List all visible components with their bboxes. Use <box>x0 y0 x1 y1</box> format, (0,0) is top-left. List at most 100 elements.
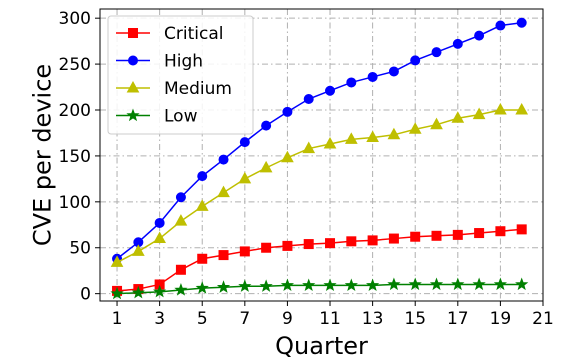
data-point-low <box>451 277 465 291</box>
data-point-high <box>154 217 165 228</box>
x-tick-label: 17 <box>447 309 469 329</box>
data-point-critical <box>474 228 485 239</box>
data-point-high <box>474 30 485 41</box>
data-point-high <box>197 171 208 182</box>
data-point-critical <box>452 229 463 240</box>
data-point-medium <box>131 244 145 256</box>
y-tick-label: 200 <box>59 101 91 121</box>
series-low <box>110 277 529 300</box>
y-tick-label: 100 <box>59 193 91 213</box>
data-point-medium <box>238 171 252 184</box>
data-point-medium <box>323 136 337 149</box>
data-point-medium <box>110 255 124 267</box>
y-tick-label: 300 <box>59 9 91 29</box>
data-point-critical <box>325 238 336 249</box>
data-point-medium <box>515 102 529 115</box>
data-point-medium <box>281 150 294 163</box>
data-point-high <box>325 85 336 96</box>
legend-marker <box>128 28 138 38</box>
x-tick-label: 9 <box>282 309 293 329</box>
data-point-medium <box>366 130 379 143</box>
y-tick-label: 150 <box>59 147 91 167</box>
data-point-low <box>493 277 507 291</box>
legend-entry-critical: Critical <box>116 24 223 44</box>
series-medium <box>110 102 529 267</box>
x-tick-label: 3 <box>154 309 165 329</box>
x-tick-label: 13 <box>362 309 384 329</box>
x-tick-label: 11 <box>319 309 341 329</box>
y-tick-label: 50 <box>69 239 91 259</box>
data-point-low <box>195 281 209 294</box>
legend-entry-medium: Medium <box>116 79 232 99</box>
data-point-high <box>239 137 250 148</box>
data-point-high <box>495 20 506 31</box>
data-point-critical <box>175 264 186 275</box>
legend-label: Low <box>164 107 198 127</box>
data-point-critical <box>431 230 442 241</box>
data-point-high <box>388 66 399 77</box>
data-point-high <box>261 120 272 131</box>
x-tick-label: 19 <box>490 309 512 329</box>
data-point-low <box>110 286 124 300</box>
legend-label: Critical <box>164 24 223 44</box>
data-point-low <box>387 277 401 291</box>
data-point-medium <box>344 132 358 144</box>
data-point-low <box>174 283 188 296</box>
data-point-low <box>366 278 380 292</box>
data-point-high <box>516 17 527 28</box>
data-point-medium <box>494 102 507 115</box>
legend: Critical High Medium Low <box>107 15 254 135</box>
data-point-medium <box>174 214 188 226</box>
data-point-low <box>259 279 273 292</box>
data-point-medium <box>302 141 316 154</box>
data-point-high <box>218 154 229 165</box>
x-tick-label: 7 <box>239 309 250 329</box>
data-point-high <box>175 192 186 203</box>
data-point-low <box>429 277 444 291</box>
data-point-high <box>282 106 293 117</box>
data-point-critical <box>367 235 378 246</box>
data-point-low <box>323 278 337 292</box>
y-tick-label: 250 <box>59 55 91 75</box>
x-axis-label: Quarter <box>275 332 368 360</box>
data-point-high <box>452 38 463 49</box>
data-point-low <box>515 277 529 291</box>
data-point-critical <box>516 224 527 235</box>
data-point-critical <box>197 253 208 264</box>
data-point-medium <box>195 199 209 211</box>
x-tick-label: 21 <box>532 309 554 329</box>
x-tick-label: 1 <box>112 309 123 329</box>
data-point-low <box>408 277 422 291</box>
data-point-low <box>472 277 486 291</box>
data-point-critical <box>218 250 229 261</box>
data-point-low <box>153 284 167 298</box>
data-point-high <box>303 93 314 104</box>
data-point-medium <box>259 160 273 173</box>
data-point-critical <box>261 242 272 253</box>
data-point-critical <box>388 233 399 244</box>
x-tick-label: 15 <box>404 309 426 329</box>
legend-entry-high: High <box>116 52 203 72</box>
data-point-low <box>280 278 295 292</box>
legend-label: High <box>164 52 203 72</box>
plot-frame <box>99 8 544 302</box>
data-point-low <box>216 280 231 293</box>
data-point-critical <box>495 226 506 237</box>
legend-label: Medium <box>164 79 232 99</box>
data-point-medium <box>217 185 230 198</box>
data-point-medium <box>153 231 166 244</box>
data-point-critical <box>410 231 421 242</box>
data-point-high <box>431 47 442 58</box>
legend-box <box>107 15 254 135</box>
data-point-medium <box>387 127 401 140</box>
data-point-medium <box>408 122 422 134</box>
data-point-critical <box>282 240 293 251</box>
legend-entry-low: Low <box>116 107 198 127</box>
data-point-medium <box>430 117 443 130</box>
data-point-critical <box>239 246 250 257</box>
data-point-high <box>410 55 421 66</box>
data-point-high <box>346 77 357 88</box>
data-point-low <box>302 278 316 292</box>
